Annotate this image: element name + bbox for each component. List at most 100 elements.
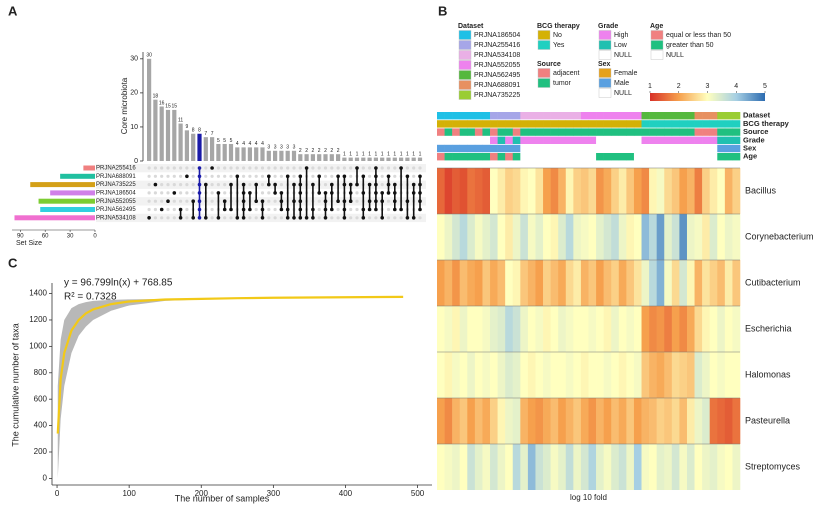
heatmap-cell [702, 306, 710, 352]
annotation-cell [694, 136, 703, 144]
heatmap-cell [550, 352, 559, 398]
heatmap-cell [732, 306, 741, 352]
matrix-dot-empty [355, 191, 359, 195]
intersection-bar [260, 147, 265, 161]
intersection-bar [203, 137, 208, 161]
matrix-dot-empty [412, 174, 416, 178]
matrix-dot [298, 216, 303, 220]
set-size-bar [60, 173, 95, 179]
matrix-dot [411, 216, 416, 220]
matrix-dot [405, 199, 410, 203]
heatmap-cell [512, 168, 521, 214]
intersection-bar [298, 154, 303, 161]
intersection-bar [329, 154, 334, 161]
annotation-cell [573, 120, 582, 128]
matrix-dot-empty [418, 166, 422, 170]
matrix-dot [374, 199, 378, 203]
row-label: Corynebacterium [745, 231, 814, 241]
heatmap-cell [724, 260, 733, 306]
heatmap-cell [474, 398, 483, 444]
matrix-dot [153, 182, 158, 187]
set-name: PRJNA255416 [96, 166, 136, 172]
x-tick-label: 500 [411, 489, 425, 498]
legend-label: High [614, 32, 629, 39]
matrix-dot-empty [298, 166, 302, 170]
track-label: Grade [743, 135, 765, 144]
heatmap-cell [611, 306, 620, 352]
annotation-cell [527, 153, 536, 161]
heatmap-cell [573, 168, 582, 214]
heatmap-cell [543, 306, 551, 352]
matrix-dot-empty [242, 174, 246, 178]
matrix-dot [285, 207, 290, 212]
annotation-cell [618, 136, 627, 144]
matrix-dot [355, 166, 359, 170]
matrix-dot-empty [279, 174, 283, 178]
matrix-dot [393, 207, 397, 212]
matrix-dot-empty [166, 207, 170, 212]
heatmap-cell [467, 306, 476, 352]
annotation-cell [459, 112, 468, 120]
annotation-cell [679, 112, 688, 120]
bar-value-label: 3 [286, 145, 289, 151]
matrix-dot [361, 174, 366, 179]
heatmap-cell [580, 260, 589, 306]
annotation-cell [565, 128, 574, 136]
annotation-cell [694, 112, 703, 120]
heatmap-cell [573, 352, 582, 398]
bar-value-label: 3 [280, 145, 283, 151]
annotation-cell [732, 112, 741, 120]
heatmap-cell [596, 352, 604, 398]
bar-value-label: 1 [349, 151, 352, 157]
matrix-dot [197, 182, 202, 187]
intersection-bar [354, 157, 360, 161]
matrix-dot-empty [191, 166, 195, 170]
matrix-dot [241, 199, 246, 203]
track-label: BCG therapy [743, 119, 790, 128]
heatmap-cell [656, 260, 665, 306]
annotation-cell [527, 136, 536, 144]
y-axis-label: The cumulative number of taxa [10, 323, 20, 447]
set-size-bar [30, 182, 95, 188]
matrix-dot [273, 191, 277, 195]
confidence-band [57, 296, 404, 479]
matrix-dot-empty [147, 174, 151, 178]
matrix-dot-empty [242, 166, 246, 170]
matrix-dot-empty [330, 216, 334, 220]
annotation-cell [467, 112, 476, 120]
heatmap-cell [588, 398, 597, 444]
heatmap-cell [459, 168, 468, 214]
annotation-cell [505, 153, 514, 161]
legend-label: Yes [553, 42, 565, 49]
legend-label: NULL [614, 52, 632, 59]
matrix-dot-empty [380, 183, 384, 187]
annotation-cell [459, 136, 468, 144]
x-tick-label: 60 [42, 234, 49, 240]
heatmap-cell [618, 260, 627, 306]
heatmap-cell [437, 444, 445, 490]
matrix-dot-empty [254, 216, 258, 220]
matrix-dot [178, 207, 183, 212]
matrix-dot-empty [355, 207, 359, 212]
matrix-dot [405, 174, 410, 179]
matrix-dot [197, 216, 202, 220]
heatmap-cell [550, 168, 559, 214]
annotation-cell [656, 153, 665, 161]
annotation-cell [626, 120, 635, 128]
matrix-dot [298, 174, 303, 179]
annotation-cell [444, 112, 453, 120]
annotation-cell [626, 112, 635, 120]
annotation-cell [482, 136, 491, 144]
heatmap-cell [543, 352, 551, 398]
intersection-bar [417, 157, 423, 161]
legend-label: NULL [614, 90, 632, 97]
matrix-dot-empty [160, 183, 164, 187]
annotation-cell [679, 153, 688, 161]
matrix-dot [166, 199, 170, 203]
annotation-cell [633, 120, 642, 128]
annotation-cell [709, 144, 718, 153]
annotation-cell [686, 128, 695, 136]
heatmap-cell [641, 306, 650, 352]
y-tick-label: 0 [43, 474, 48, 483]
matrix-dot-empty [273, 174, 277, 178]
